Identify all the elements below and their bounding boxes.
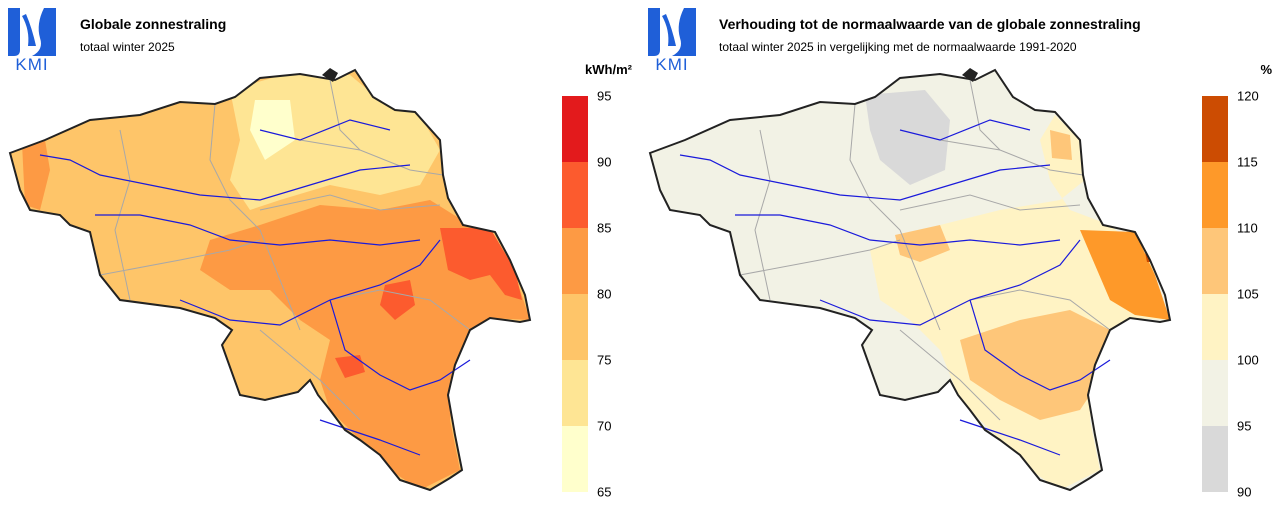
legend-tick-label: 85	[597, 220, 612, 236]
legend-tick-label: 90	[1237, 484, 1252, 500]
map-subtitle: totaal winter 2025	[80, 40, 175, 54]
svg-text:KMI: KMI	[15, 55, 48, 72]
legend-color-swatch	[1202, 228, 1228, 294]
legend-colorbar	[562, 96, 588, 492]
legend-unit: %	[1260, 62, 1272, 77]
legend-color-swatch	[562, 162, 588, 228]
legend-color-swatch	[1202, 426, 1228, 492]
svg-text:KMI: KMI	[655, 55, 688, 72]
legend-unit: kWh/m²	[585, 62, 632, 77]
kmi-logo-icon: KMI	[648, 8, 696, 72]
legend-color-swatch	[1202, 360, 1228, 426]
legend-tick-label: 90	[597, 154, 612, 170]
map-title: Globale zonnestraling	[80, 16, 227, 32]
legend-tick-label: 95	[1237, 418, 1252, 434]
legend-tick-label: 120	[1237, 88, 1259, 104]
legend-tick-label: 75	[597, 352, 612, 368]
panel-global-radiation: KMI Globale zonnestraling totaal winter …	[8, 8, 632, 500]
legend-color-swatch	[562, 294, 588, 360]
legend-tick-label: 115	[1237, 154, 1258, 170]
legend-colorbar	[1202, 96, 1228, 492]
legend-tick-label: 70	[597, 418, 612, 434]
map-subtitle: totaal winter 2025 in vergelijking met d…	[719, 40, 1077, 54]
map-title: Verhouding tot de normaalwaarde van de g…	[719, 16, 1141, 32]
radiation-legend: 95 90 85 80 75 70 65	[562, 89, 632, 500]
legend-color-swatch	[562, 426, 588, 492]
legend-color-swatch	[1202, 294, 1228, 360]
legend-tick-label: 65	[597, 484, 612, 500]
legend-tick-label: 80	[597, 286, 612, 302]
legend-tick-label: 100	[1237, 352, 1259, 368]
panel-normal-ratio: KMI Verhouding tot de normaalwaarde van …	[640, 0, 1280, 507]
legend-color-swatch	[1202, 96, 1228, 162]
legend-tick-label: 105	[1237, 286, 1259, 302]
legend-tick-label: 95	[597, 88, 612, 104]
belgium-ratio-map	[649, 68, 1171, 491]
legend-color-swatch	[562, 228, 588, 294]
legend-tick-label: 110	[1237, 220, 1258, 236]
legend-color-swatch	[562, 360, 588, 426]
legend-color-swatch	[562, 96, 588, 162]
ratio-legend: 120 115 110 105 100 95 90	[1202, 89, 1272, 500]
kmi-logo-icon: KMI	[8, 8, 56, 72]
belgium-radiation-map	[9, 68, 531, 491]
legend-color-swatch	[1202, 162, 1228, 228]
